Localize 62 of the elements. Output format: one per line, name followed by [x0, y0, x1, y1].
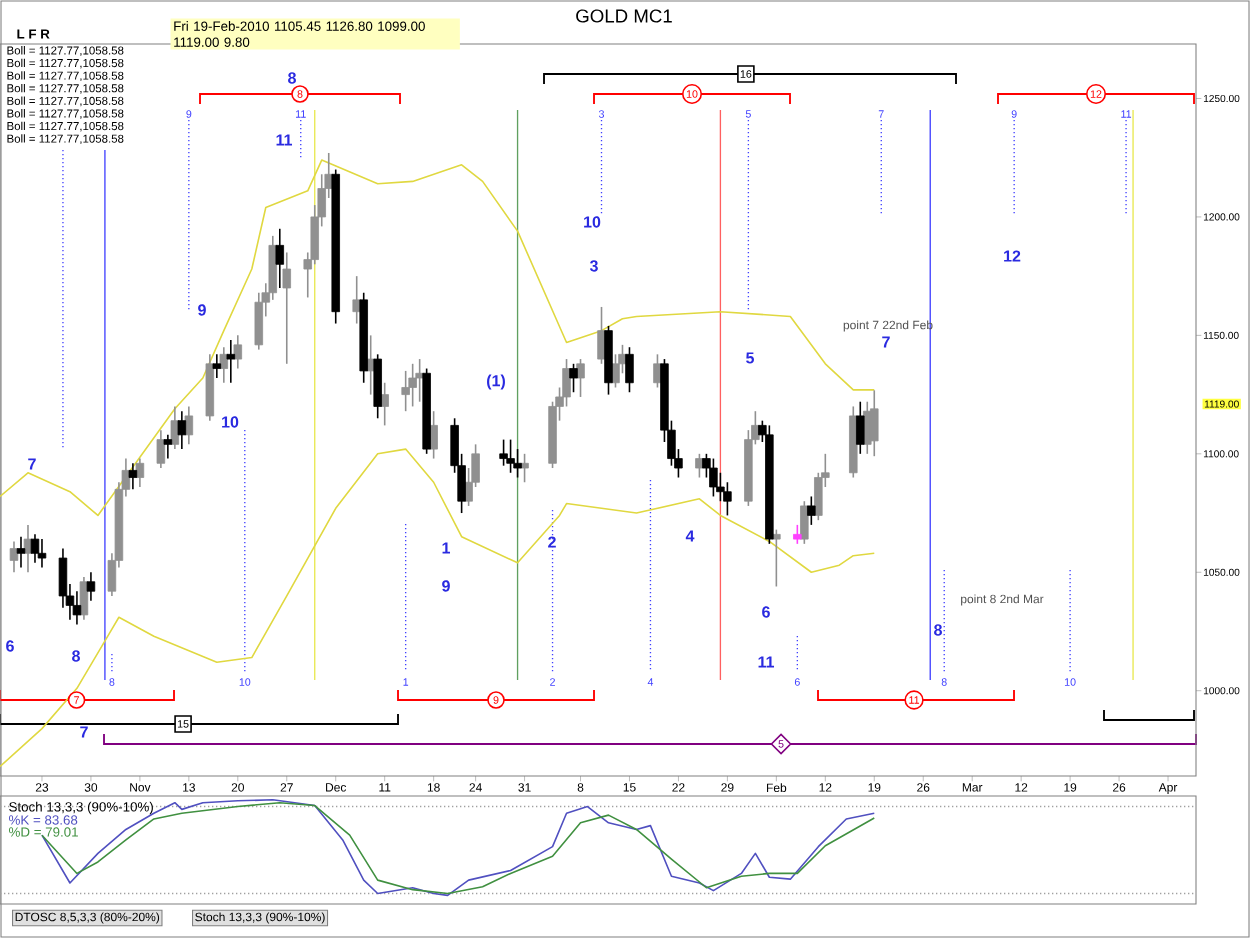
candlestick: [163, 434, 173, 460]
candlestick: [79, 576, 89, 621]
candlestick: [870, 389, 879, 457]
annotation: 8: [72, 650, 80, 662]
annotation: 10: [584, 216, 601, 228]
annotation: 8: [934, 624, 942, 636]
candlestick: [800, 500, 809, 545]
candlestick: [401, 370, 410, 412]
annotation: 1: [442, 542, 450, 554]
annotation: 2: [548, 536, 556, 548]
candlestick: [86, 571, 96, 602]
candlestick: [16, 535, 26, 569]
candlestick: [184, 405, 194, 446]
candlestick: [233, 334, 243, 370]
candlestick: [415, 358, 424, 403]
candlestick: [72, 590, 82, 626]
candlestick: [30, 533, 40, 564]
candlestick: [513, 448, 522, 479]
annotation: 7: [28, 458, 36, 470]
candlestick: [576, 358, 585, 398]
candlestick: [177, 410, 187, 450]
candlestick: [9, 540, 19, 574]
annotation: (1): [487, 374, 505, 390]
candlestick: [373, 353, 382, 420]
line-series: [0, 448, 876, 768]
annotation: 5: [746, 352, 755, 364]
candlestick: [807, 495, 816, 526]
annotation: 10: [222, 416, 239, 428]
annotation: 6: [6, 640, 14, 652]
candlestick: [128, 462, 138, 491]
candlestick: [254, 291, 264, 351]
candlestick: [499, 438, 508, 467]
annotation: 7: [80, 726, 88, 738]
candlestick: [569, 363, 578, 394]
candlestick: [793, 524, 802, 545]
annotation: 12: [1004, 250, 1021, 262]
candlestick: [408, 363, 417, 408]
candlestick: [135, 457, 145, 488]
candlestick: [520, 453, 529, 484]
candlestick: [226, 339, 236, 384]
annotation: 8: [288, 72, 296, 84]
candlestick: [506, 438, 515, 474]
annotation: 11: [758, 656, 775, 668]
candlestick: [282, 251, 292, 365]
candlestick: [772, 528, 781, 588]
candlestick: [709, 457, 718, 498]
candlestick: [275, 227, 285, 289]
chart-title: GOLD MC1: [576, 9, 672, 23]
candlestick: [625, 346, 634, 394]
line-series: [0, 159, 876, 517]
annotation: 11: [276, 134, 293, 146]
annotation: 9: [442, 580, 450, 592]
candlestick: [37, 538, 47, 569]
annotation: 6: [762, 606, 770, 618]
candlestick: [723, 481, 732, 517]
candlestick: [212, 353, 222, 379]
annotation: 7: [882, 336, 890, 348]
annotation: 9: [198, 304, 206, 316]
candlestick: [156, 429, 166, 469]
annotation: 4: [685, 530, 695, 542]
candlestick: [856, 400, 865, 455]
annotation: 3: [589, 260, 598, 272]
